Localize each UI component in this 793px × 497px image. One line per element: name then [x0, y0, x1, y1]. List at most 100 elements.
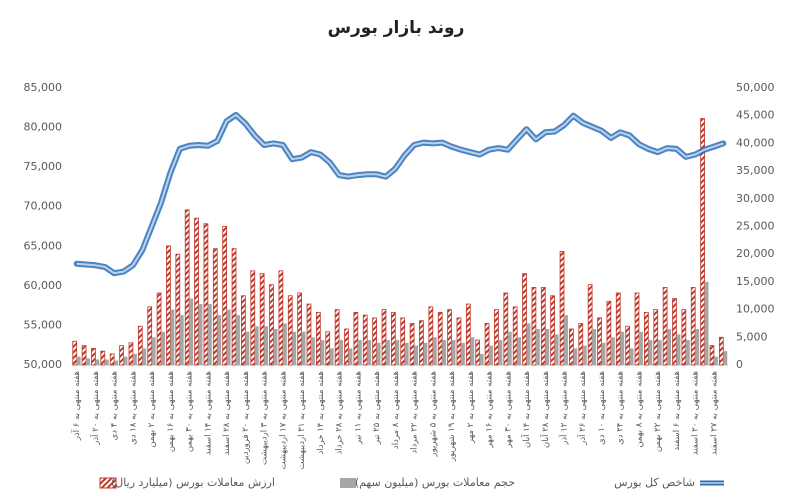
bar [147, 306, 153, 366]
bar [685, 340, 690, 365]
bar [278, 270, 284, 366]
bar [578, 323, 584, 366]
bar [610, 337, 615, 365]
bar [718, 336, 724, 366]
bar [672, 298, 677, 366]
bar [81, 345, 87, 366]
y2-tick-label: 20,000 [736, 247, 775, 260]
bar [498, 340, 503, 365]
bar [390, 311, 396, 366]
bar [625, 325, 631, 366]
bar [414, 345, 418, 365]
bar [100, 350, 106, 366]
x-tick-label: هفته منتهی به ۴ دی [110, 371, 120, 440]
bar [535, 328, 540, 365]
bar [104, 359, 109, 365]
x-tick-label: هفته منتهی به ۳۰ بهمن [185, 371, 195, 452]
bar [489, 345, 493, 365]
y2-tick-label: 5,000 [736, 330, 768, 343]
y-tick-label: 75,000 [24, 160, 63, 173]
bar [400, 317, 406, 366]
bar [137, 325, 143, 366]
x-tick-label: هفته منتهی به ۲۰ اسفند [691, 371, 701, 455]
bar [259, 273, 265, 366]
x-tick-label: هفته منتهی به ۲۸ آبان [539, 371, 551, 448]
bar [540, 287, 546, 366]
bar [132, 353, 137, 365]
y2-tick-label: 40,000 [736, 136, 775, 149]
bar [582, 345, 587, 365]
x-tick-label: هفته منتهی به ۳ اردیبهشت [260, 371, 270, 465]
bar [292, 331, 297, 365]
x-tick-label: هفته منتهی به ۲۰ فروردین [241, 371, 251, 464]
x-tick-label: هفته منتهی به ۱۷ اردیبهشت [278, 371, 288, 470]
x-tick-label: هفته منتهی به ۱۸ دی [128, 371, 138, 445]
bar [207, 304, 212, 365]
bar [479, 353, 484, 365]
bar [704, 281, 709, 365]
bar [348, 348, 353, 365]
x-tick-label: هفته منتهی به ۱۲ آذر [558, 371, 570, 446]
bar [662, 287, 668, 366]
bar [442, 340, 447, 365]
legend-swatch [340, 478, 356, 488]
bar [282, 323, 287, 365]
legend-label: حجم معاملات بورس (میلیون سهم) [355, 476, 515, 489]
x-tick-label: هفته منتهی به ۱۴ اسفند [203, 371, 213, 455]
bar [273, 328, 278, 365]
bar [723, 351, 728, 365]
bar [512, 306, 518, 366]
bar [667, 328, 672, 365]
bar [428, 306, 434, 366]
bar [306, 303, 312, 366]
y2-tick-label: 0 [736, 358, 743, 371]
bar [465, 303, 471, 366]
bar [161, 331, 165, 365]
bar [339, 340, 344, 365]
bar [423, 342, 428, 365]
bar [690, 287, 696, 366]
legend-label: شاخص کل بورس [614, 476, 695, 489]
bar [531, 287, 537, 366]
x-tick-label: هفته منتهی به ۲۷ اسفند [709, 371, 719, 455]
x-tick-label: هفته منتهی به ۸ مرداد [391, 371, 401, 449]
bar [222, 226, 228, 366]
y2-tick-label: 35,000 [736, 164, 775, 177]
bar [264, 326, 269, 365]
bar [681, 309, 687, 366]
x-tick-label: هفته منتهی به ۲۶ آذر [576, 371, 588, 446]
y2-tick-label: 10,000 [736, 303, 775, 316]
bar [189, 298, 194, 365]
bar [212, 248, 218, 366]
bar [119, 345, 124, 366]
bar [385, 340, 390, 365]
y-tick-label: 85,000 [24, 81, 63, 94]
bar [91, 347, 96, 366]
bar [644, 311, 649, 366]
bar [301, 331, 306, 365]
x-tick-label: هفته منتهی به ۳۱ اردیبهشت [297, 371, 307, 470]
bar [287, 295, 293, 366]
x-tick-label: هفته منتهی به ۱۹ شهریور [447, 371, 457, 462]
bar [676, 334, 681, 365]
x-tick-label: هفته منتهی به ۲۵ تیر [372, 371, 382, 445]
bar [236, 315, 240, 365]
bar [475, 339, 481, 366]
x-tick-label: هفته منتهی به ۱۰ دی [597, 371, 607, 445]
bar [353, 311, 359, 366]
bar [522, 273, 527, 366]
bar [245, 331, 250, 365]
bar [573, 348, 578, 365]
bar [198, 304, 203, 365]
bar [320, 340, 325, 365]
bar [653, 309, 659, 366]
x-tick-label: هفته منتهی به ۲۲ بهمن [653, 371, 663, 452]
bar [648, 340, 653, 365]
bar [310, 337, 315, 365]
bar [203, 223, 209, 366]
bar [217, 315, 222, 365]
bar [376, 342, 381, 365]
y2-tick-label: 30,000 [736, 192, 775, 205]
bar [713, 356, 718, 365]
